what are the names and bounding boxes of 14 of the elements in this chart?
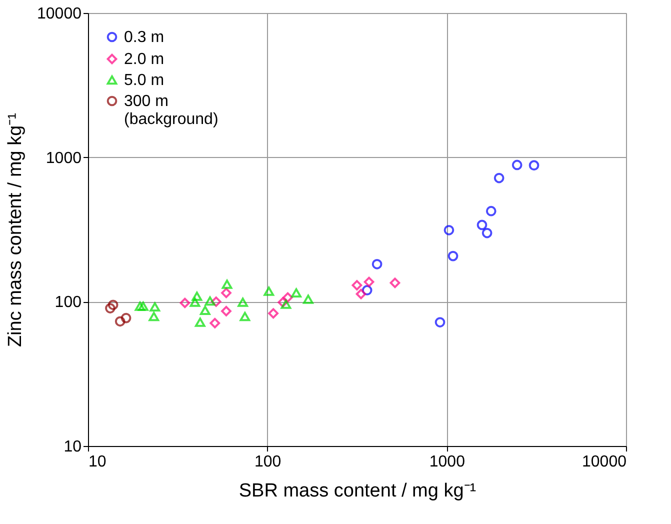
x-tick-label: 100: [254, 454, 282, 470]
x-tick-label: 10000: [582, 454, 627, 470]
y-axis-title: Zinc mass content / mg kg⁻¹: [5, 112, 26, 348]
legend-label: 0.3 m: [124, 29, 164, 46]
x-tick-label: 1000: [429, 454, 466, 470]
y-tick-label: 1000: [46, 150, 82, 167]
y-tick-label: 100: [54, 294, 82, 312]
x-tick-label: 10: [88, 454, 106, 470]
legend-label: 300 m (background): [124, 93, 218, 128]
y-tick-label: 10: [64, 438, 82, 456]
x-axis-title: SBR mass content / mg kg⁻¹: [238, 480, 476, 502]
y-tick-label: 10000: [37, 6, 82, 22]
legend-label: 5.0 m: [124, 72, 164, 89]
legend-label: 2.0 m: [124, 51, 164, 68]
